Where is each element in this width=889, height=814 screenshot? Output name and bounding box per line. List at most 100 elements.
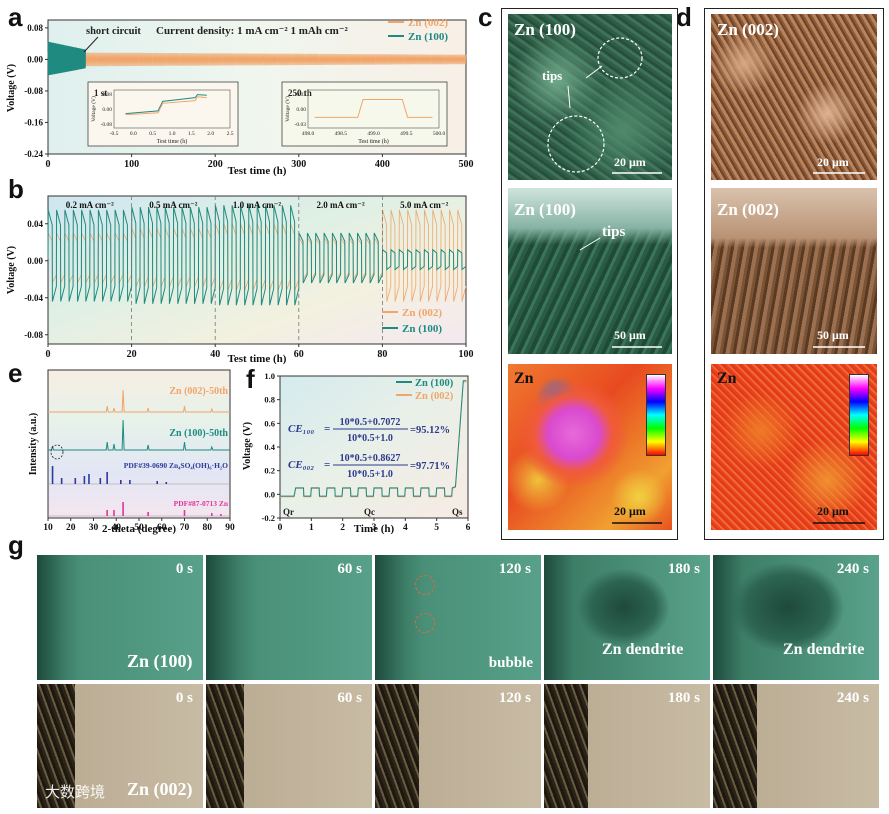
inset-xtick-label: 500.0: [433, 131, 446, 137]
annotation-arrow: [83, 36, 99, 53]
panel-label-f: f: [246, 364, 255, 394]
ytick-label-f: 0.6: [264, 418, 275, 428]
optical-zn002-2: 120 s: [375, 684, 541, 808]
sem-c-map-overlay: [612, 522, 662, 524]
xtick-label-a: 200: [208, 159, 223, 170]
row-label-zn100: Zn (100): [127, 651, 193, 671]
optical-zn100-3: 180 s Zn dendrite: [544, 555, 710, 680]
xtick-label-f: 2: [340, 523, 345, 533]
inset-2-label: 250 th: [288, 88, 312, 98]
inset-xlabel: Test time (h): [157, 138, 188, 145]
xtick-label-f: 0: [278, 523, 283, 533]
inset-xtick-label: -0.5: [110, 131, 119, 137]
sem-c-top: Zn (100) tips 20 μm: [508, 14, 672, 180]
ytick-label-a: -0.24: [24, 149, 43, 159]
sem-d-top: Zn (002) 20 μm: [711, 14, 877, 180]
xtick-label-e: 70: [180, 523, 190, 533]
annotation-short-circuit: short circuit: [86, 26, 141, 37]
sem-c1-label: Zn (100): [514, 20, 576, 39]
xrd-trace-label: PDF#39-0690 Zn₄SO₄(OH)₆·H₂O: [124, 461, 228, 470]
time-label: 120 s: [498, 561, 531, 577]
inset-xtick-label: 499.0: [367, 131, 380, 137]
xrd-trace: [48, 419, 230, 451]
xlabel-f: Time (h): [354, 523, 395, 535]
panel-label-e: e: [8, 358, 23, 388]
observation-note: Zn dendrite: [602, 641, 684, 658]
ylabel-b: Voltage (V): [6, 246, 17, 294]
highlight-circle: [50, 444, 64, 460]
inset-ytick-label: 0.08: [102, 92, 112, 98]
sem-d2-scale: 50 μm: [817, 328, 849, 342]
chart-a: 0 100 200 300 400 5000.080.00-0.08-0.16-0.24 …: [6, 17, 474, 177]
legend-a-002: Zn (002): [408, 17, 448, 29]
eq1-result: =95.12%: [410, 425, 450, 436]
time-label: 180 s: [667, 690, 700, 706]
optical-zn002-0: 0 s Zn (002) 大数跨境: [37, 684, 203, 808]
eq1-numerator: 10*0.5+0.7072: [340, 417, 401, 428]
xtick-label-f: 3: [372, 523, 377, 533]
xtick-label-e: 10: [43, 523, 53, 533]
tips-arrow-3: [579, 237, 601, 251]
xtick-label-b: 100: [459, 349, 474, 360]
panel-label-b: b: [8, 174, 24, 204]
sem-c2-tips: tips: [602, 224, 626, 240]
xtick-label-f: 6: [466, 523, 471, 533]
ytick-label-b: -0.04: [24, 293, 43, 303]
ytick-label-a: 0.00: [27, 54, 43, 64]
xtick-label-a: 400: [375, 159, 390, 170]
inset-1-label: 1 st: [94, 88, 107, 98]
xtick-label-a: 0: [46, 159, 51, 170]
sem-d-middle: Zn (002) 50 μm: [711, 188, 877, 354]
ytick-label-f: 0.8: [264, 395, 275, 405]
panel-d-frame: [704, 8, 884, 540]
inset-250th: [281, 81, 448, 147]
tip-circle-2: [547, 115, 605, 173]
mark-qc: Qc: [364, 507, 375, 517]
panel-label-g: g: [8, 530, 24, 560]
sem-c-map: Zn 20 μm: [508, 364, 672, 530]
ytick-label-a: -0.08: [24, 86, 43, 96]
sem-d-map-overlay: [813, 522, 865, 524]
ytick-label-f: 0.0: [264, 489, 275, 499]
xtick-label-e: 40: [112, 523, 122, 533]
mark-qr: Qr: [283, 507, 294, 517]
xtick-label-b: 20: [127, 349, 137, 360]
segment-label: 0.2 mA cm⁻²: [66, 200, 114, 210]
inset-xtick-label: 2.0: [207, 131, 214, 137]
sem-c1-tips: tips: [542, 68, 563, 83]
tip-circle-1: [597, 37, 643, 79]
inset-1st: [87, 81, 239, 147]
inset1-series-100: [125, 94, 207, 115]
eq2-denominator: 10*0.5+1.0: [347, 469, 393, 480]
tips-arrow-2: [567, 85, 571, 109]
xtick-label-e: 50: [134, 523, 144, 533]
ytick-label-b: 0.00: [27, 256, 43, 266]
bubble-marker: [415, 613, 435, 633]
xtick-label-f: 4: [403, 523, 408, 533]
xtick-label-b: 40: [210, 349, 220, 360]
inset-ylabel: Voltage (V): [90, 96, 97, 122]
sem-d1-label: Zn (002): [717, 20, 779, 39]
xlabel-a: Test time (h): [228, 165, 287, 177]
eq2-equals: =: [324, 459, 330, 471]
ylabel-e: Intensity (a.u.): [28, 413, 39, 476]
inset2-series-002: [314, 99, 433, 118]
observation-note: bubble: [488, 655, 533, 671]
sem-c-middle-overlay: [579, 237, 662, 348]
optical-zn002-4: 240 s: [713, 684, 879, 808]
bubble-marker: [415, 575, 435, 595]
xtick-label-f: 1: [309, 523, 314, 533]
series-b-100: [47, 205, 467, 306]
chart-e: Zn (002)-50th Zn (100)-50th PDF#39-0690 Zn…: [28, 369, 235, 535]
observation-note: Zn dendrite: [783, 641, 865, 658]
segment-label: 1.0 mA cm⁻²: [233, 200, 281, 210]
optical-zn100-1: 60 s: [206, 555, 372, 680]
xtick-label-e: 60: [157, 523, 167, 533]
inset-ytick-label: 0.00: [102, 107, 112, 113]
xtick-label-f: 5: [434, 523, 439, 533]
inset-ytick-label: 0.03: [296, 92, 306, 98]
inset-xtick-label: 0.0: [130, 131, 137, 137]
time-label: 60 s: [337, 690, 362, 706]
xtick-label-a: 100: [124, 159, 139, 170]
time-label: 0 s: [175, 690, 193, 706]
